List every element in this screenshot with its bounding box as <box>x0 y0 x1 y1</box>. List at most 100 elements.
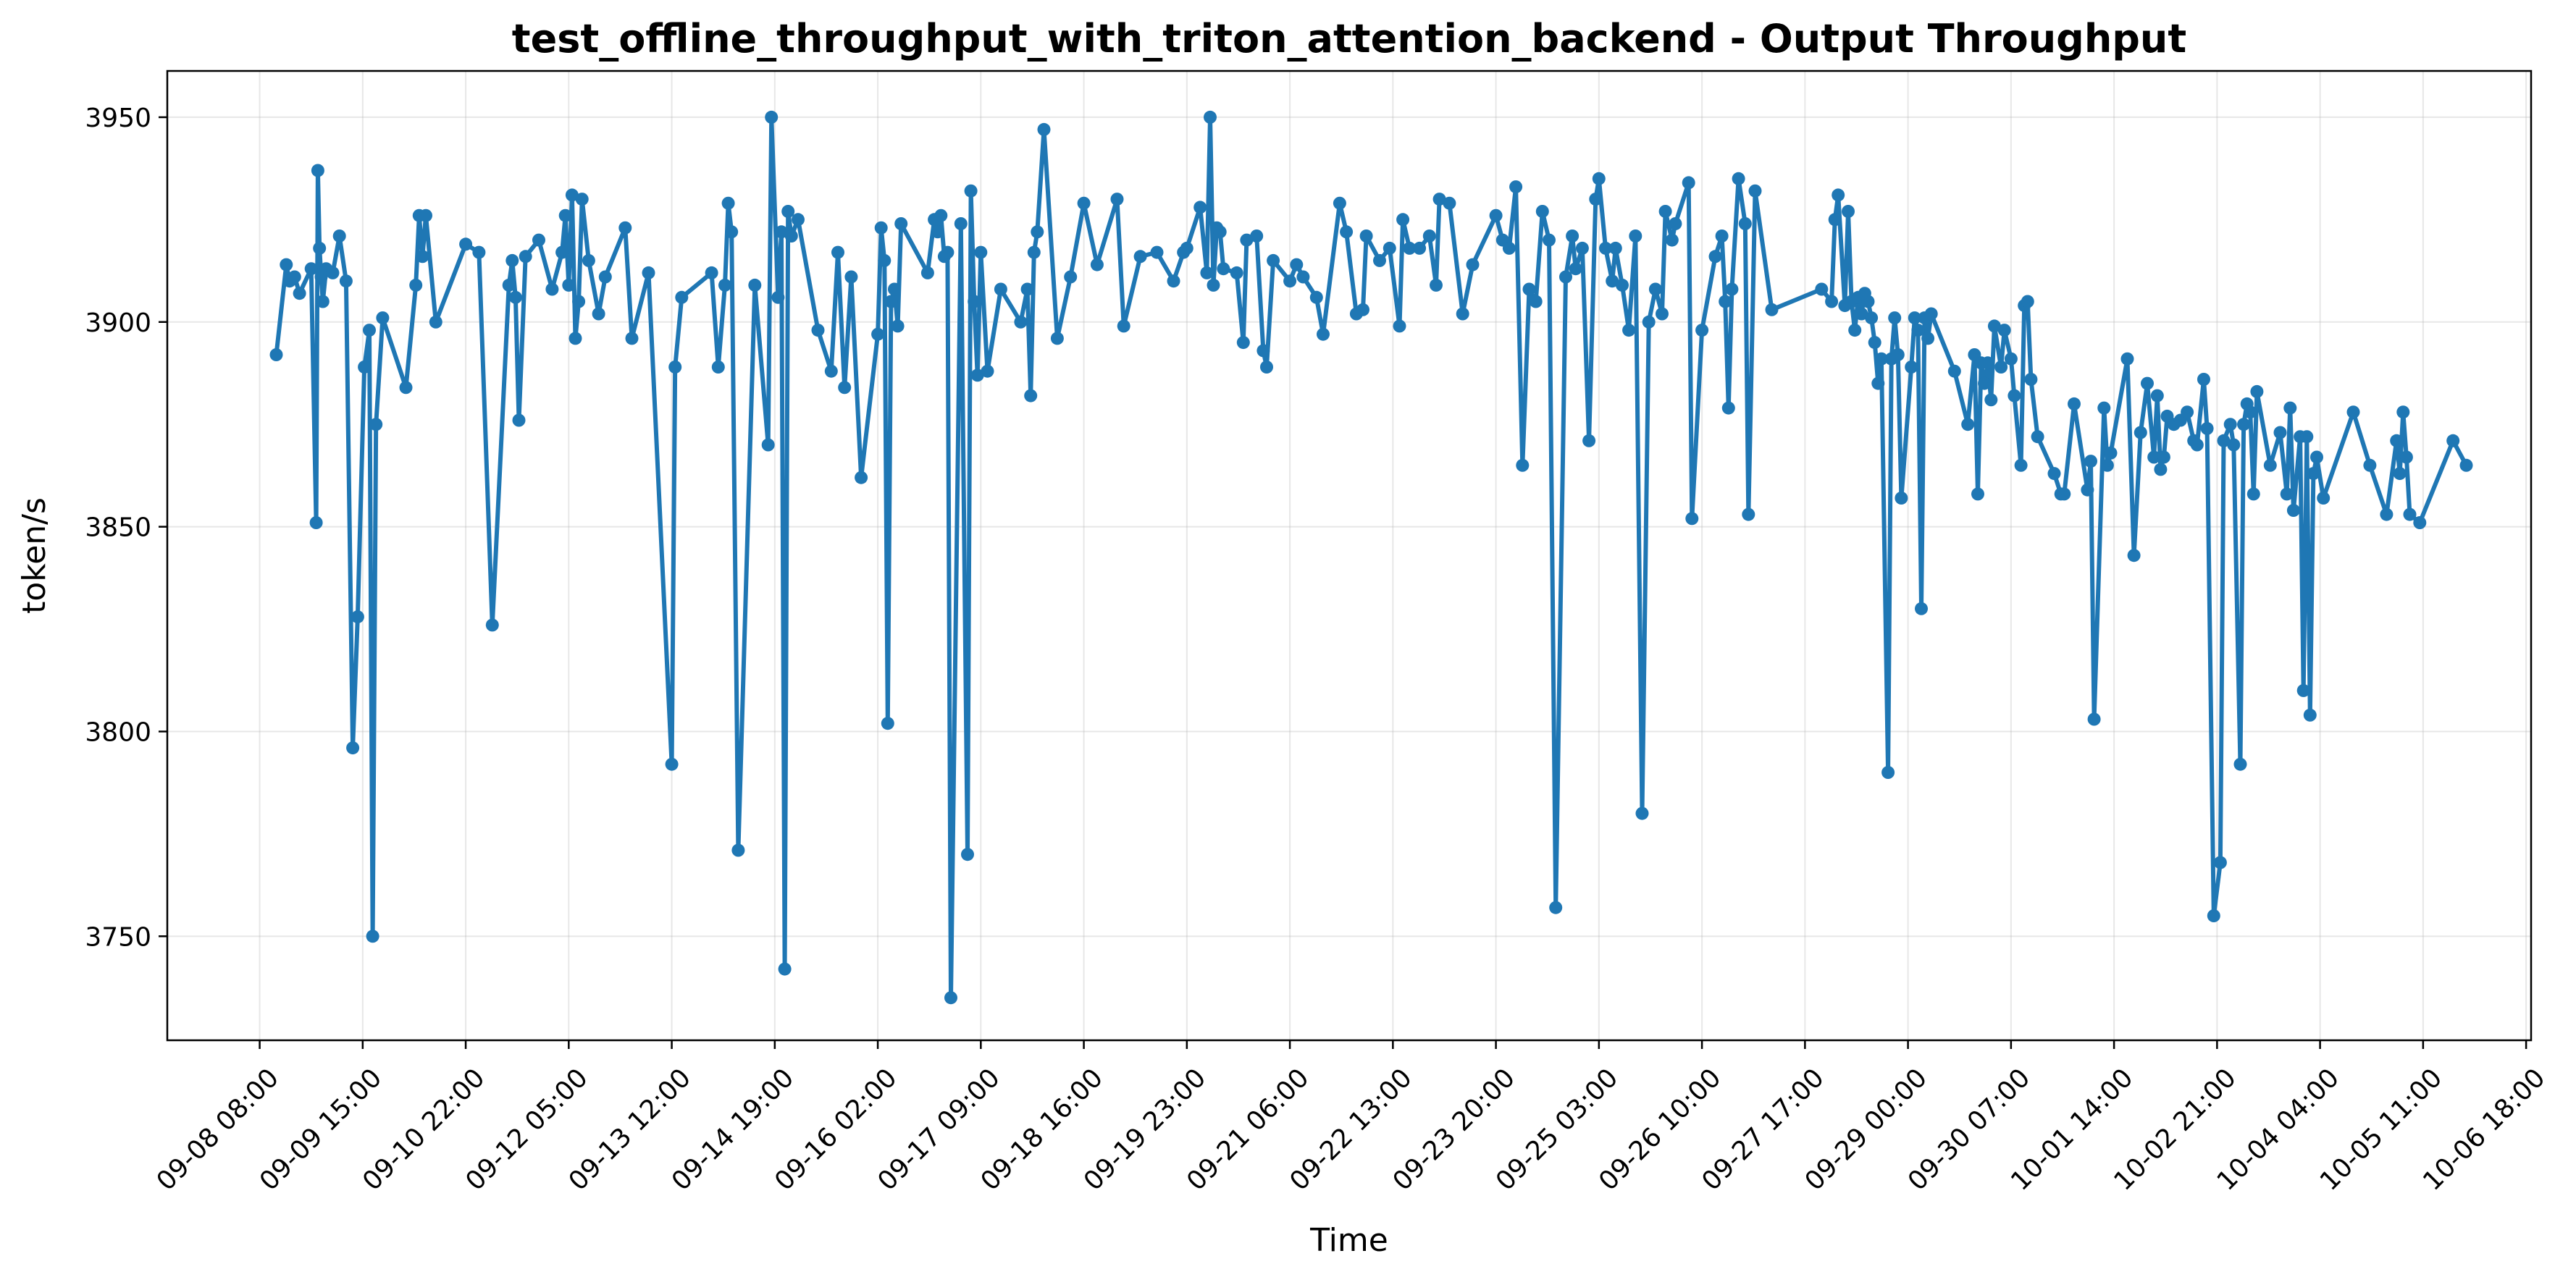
data-point <box>1430 278 1443 292</box>
data-point <box>269 348 283 361</box>
data-point <box>2307 467 2320 481</box>
data-point <box>1738 217 1752 230</box>
data-point <box>2207 909 2220 922</box>
data-point <box>941 245 955 259</box>
data-point <box>894 217 908 230</box>
data-point <box>1150 245 1164 259</box>
data-point <box>961 848 974 861</box>
data-point <box>512 413 526 427</box>
data-point <box>2120 352 2134 366</box>
data-point <box>2250 384 2264 398</box>
data-point <box>459 237 473 251</box>
data-point <box>944 991 957 1005</box>
data-point <box>721 196 735 210</box>
chart-title: test_offline_throughput_with_triton_atte… <box>512 16 2186 62</box>
data-point <box>2363 458 2377 472</box>
data-point <box>1193 201 1207 214</box>
data-point <box>765 110 779 124</box>
data-point <box>2390 434 2404 447</box>
data-point <box>1529 295 1543 308</box>
data-point <box>2127 549 2141 562</box>
data-point <box>1742 507 1755 521</box>
data-point <box>472 245 486 259</box>
data-point <box>1708 250 1722 264</box>
data-point <box>1569 262 1582 276</box>
data-point <box>2246 487 2260 501</box>
data-point <box>2081 483 2094 497</box>
data-point <box>968 295 981 308</box>
data-point <box>668 361 682 374</box>
y-axis-label: token/s <box>16 497 53 614</box>
data-point <box>582 253 595 267</box>
data-point <box>1828 213 1842 227</box>
data-point <box>1522 282 1536 296</box>
data-point <box>562 278 576 292</box>
data-point <box>2393 467 2407 481</box>
data-point <box>1842 205 1855 218</box>
data-point <box>718 278 731 292</box>
data-point <box>1290 258 1304 271</box>
data-point <box>416 250 429 264</box>
data-point <box>1443 196 1456 210</box>
data-point <box>1180 241 1193 255</box>
data-point <box>1396 213 1410 227</box>
data-point <box>1871 376 1885 390</box>
data-point <box>326 266 340 279</box>
data-point <box>280 258 293 271</box>
grid-lines <box>167 71 2531 1040</box>
data-point <box>1037 122 1051 136</box>
data-point <box>1658 205 1672 218</box>
data-point <box>1516 458 1530 472</box>
data-point <box>2047 467 2061 481</box>
data-point <box>369 418 383 431</box>
data-point <box>964 184 978 198</box>
data-point <box>1915 602 1928 615</box>
y-tick-label: 3850 <box>85 513 151 543</box>
data-point <box>2310 450 2323 464</box>
data-point <box>1984 393 1998 407</box>
data-point <box>2190 438 2204 452</box>
data-point <box>2068 397 2081 410</box>
data-point <box>419 208 432 222</box>
data-point <box>1908 311 1921 325</box>
data-point <box>1695 324 1709 337</box>
data-point <box>1924 307 1938 321</box>
data-point <box>1413 241 1427 255</box>
data-point <box>351 610 364 624</box>
data-point <box>1466 258 1480 271</box>
data-point <box>532 233 545 247</box>
data-point <box>1861 295 1875 308</box>
data-point <box>675 290 689 304</box>
data-point <box>558 208 572 222</box>
data-point <box>1340 225 1354 239</box>
data-point <box>1978 376 1992 390</box>
data-point <box>1050 332 1064 345</box>
data-point <box>1715 229 1729 243</box>
series-layer <box>269 110 2473 1005</box>
data-point <box>2004 352 2018 366</box>
data-point <box>519 250 532 264</box>
data-point <box>1110 193 1124 206</box>
data-point <box>1403 241 1417 255</box>
data-point <box>625 332 639 345</box>
data-point <box>831 245 844 259</box>
data-point <box>874 221 888 235</box>
y-tick-label: 3900 <box>85 308 151 338</box>
data-point <box>1256 344 1270 358</box>
plot-frame <box>166 69 2533 1042</box>
data-point <box>784 229 798 243</box>
data-point <box>2280 487 2294 501</box>
data-point <box>981 364 994 378</box>
data-point <box>2213 856 2227 869</box>
data-point <box>2084 455 2097 468</box>
data-point <box>1117 319 1130 333</box>
data-point <box>1648 282 1662 296</box>
data-point <box>508 290 522 304</box>
data-point <box>1024 389 1038 403</box>
data-point <box>366 930 379 943</box>
data-point <box>705 266 718 279</box>
data-point <box>346 741 360 755</box>
data-point <box>2057 487 2071 501</box>
data-point <box>1575 241 1589 255</box>
data-point <box>2413 516 2427 529</box>
